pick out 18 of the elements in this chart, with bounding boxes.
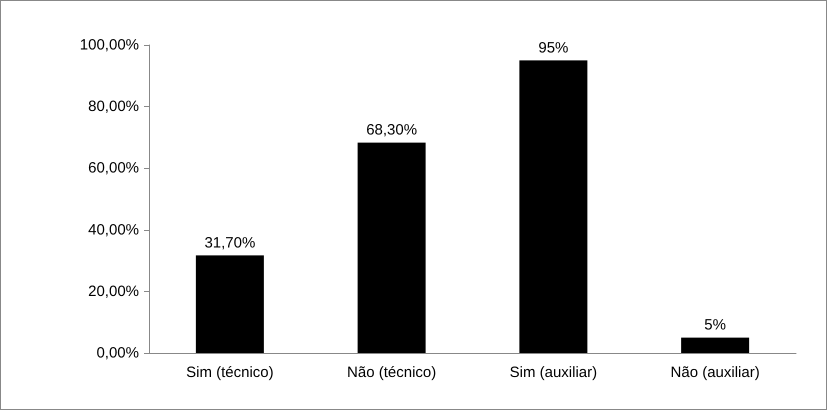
x-tick-label: Não (auxiliar) <box>670 364 760 381</box>
bar <box>358 142 426 353</box>
bar <box>196 255 264 353</box>
bar <box>681 338 750 353</box>
y-tick-label: 40,00% <box>88 221 139 238</box>
data-label: 5% <box>704 316 726 334</box>
data-label: 95% <box>538 39 568 56</box>
data-label: 68,30% <box>366 122 418 139</box>
x-tick-label: Não (técnico) <box>347 364 436 381</box>
y-tick-label: 80,00% <box>88 98 139 116</box>
data-label: 31,70% <box>204 234 256 252</box>
y-tick-label: 60,00% <box>88 160 139 177</box>
y-tick-label: 0,00% <box>96 344 139 362</box>
x-tick-label: Sim (auxiliar) <box>510 364 598 381</box>
bar <box>519 60 588 353</box>
y-tick-label: 100,00% <box>80 36 139 54</box>
y-tick-label: 20,00% <box>88 282 139 300</box>
x-tick-label: Sim (técnico) <box>186 364 274 381</box>
